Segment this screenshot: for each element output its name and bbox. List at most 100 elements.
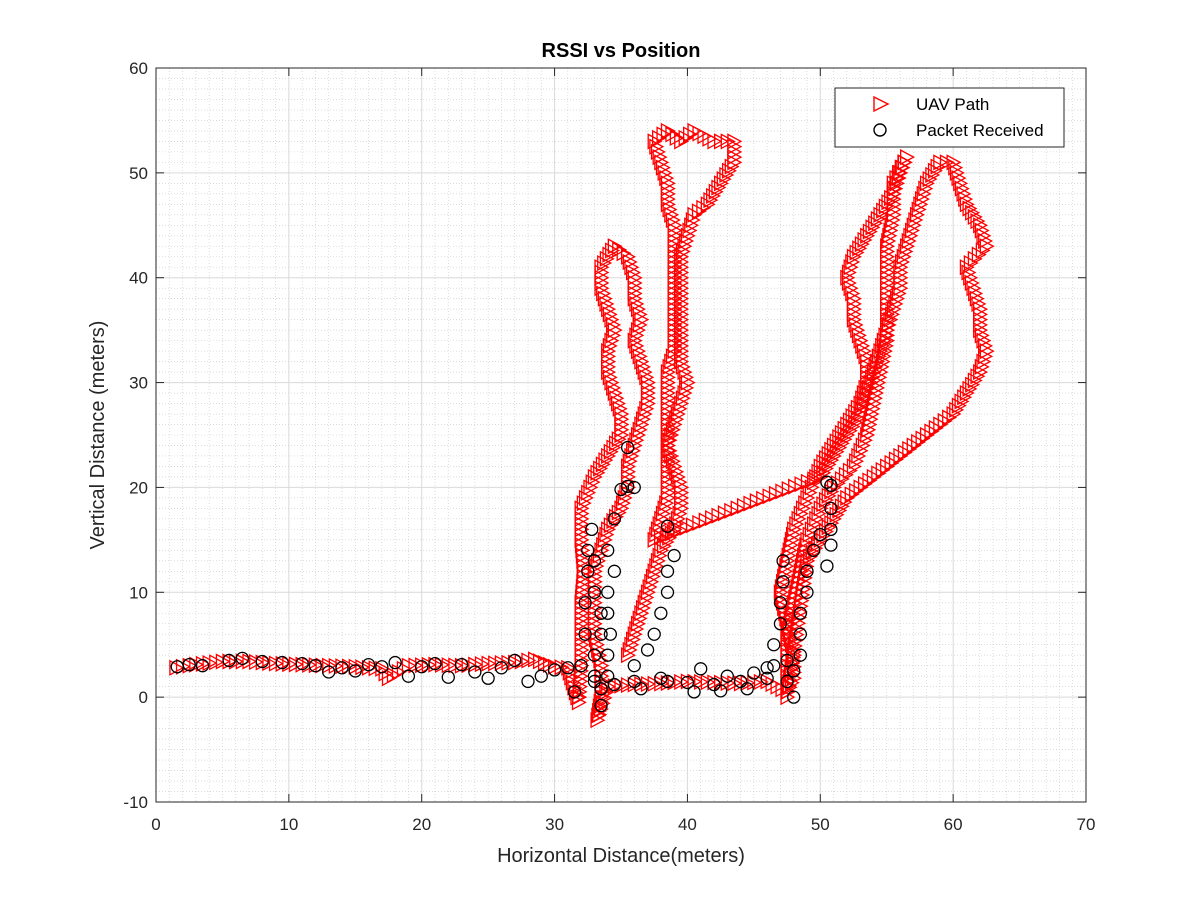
uav-path-marker [966, 280, 982, 297]
packet-received-marker [295, 656, 309, 671]
uav-path-marker [974, 222, 990, 239]
uav-path-marker [953, 175, 969, 192]
uav-path-marker [601, 521, 617, 538]
uav-path-marker [630, 301, 646, 318]
packet-received-marker [713, 684, 728, 698]
uav-path-marker [675, 358, 691, 375]
uav-path-marker [644, 573, 660, 590]
uav-path-marker [664, 353, 680, 370]
uav-path-marker [858, 348, 874, 365]
uav-path-marker [673, 522, 689, 539]
uav-path-marker [650, 143, 666, 160]
uav-path-marker [845, 285, 861, 302]
uav-path-marker [925, 166, 941, 184]
uav-path-marker [684, 217, 700, 234]
uav-path-marker [596, 285, 612, 302]
uav-path-marker [873, 363, 889, 381]
uav-path-marker [743, 495, 759, 512]
uav-path-marker [855, 400, 871, 417]
uav-path-marker [665, 211, 681, 229]
uav-path-marker [587, 468, 603, 486]
uav-path-marker [792, 603, 808, 621]
uav-path-marker [794, 476, 810, 493]
uav-path-marker [602, 337, 618, 354]
uav-path-marker [727, 154, 743, 171]
uav-path-marker [736, 497, 753, 515]
uav-path-marker [798, 495, 814, 512]
uav-path-marker [562, 664, 578, 681]
uav-path-marker [672, 474, 688, 491]
uav-path-marker [599, 250, 615, 267]
uav-path-marker [606, 439, 622, 456]
uav-path-marker [775, 594, 792, 611]
packet-received-marker [594, 627, 608, 641]
packet-received-marker [776, 575, 790, 589]
uav-path-marker [768, 485, 784, 502]
uav-path-marker [793, 505, 809, 522]
uav-path-marker [639, 400, 655, 417]
uav-path-marker [872, 369, 888, 386]
uav-path-marker [904, 222, 920, 239]
uav-path-marker [978, 337, 994, 354]
x-axis-label: Horizontal Distance(meters) [497, 845, 745, 867]
packet-received-marker [607, 512, 622, 526]
uav-path-marker [629, 432, 645, 449]
uav-path-marker [797, 569, 813, 586]
x-tick-labels: 0 10 20 30 40 50 60 70 [151, 815, 1095, 834]
packet-received-marker [481, 671, 495, 685]
x-tick-label: 60 [944, 815, 963, 834]
uav-path-marker [682, 126, 699, 143]
uav-path-marker [855, 337, 871, 354]
packet-received-marker [694, 662, 708, 676]
packet-received-marker [401, 669, 416, 683]
uav-path-marker [846, 248, 862, 265]
packet-received-marker [800, 585, 814, 599]
uav-path-marker [595, 456, 611, 473]
uav-path-marker [967, 250, 983, 267]
uav-path-marker [865, 400, 881, 417]
uav-path-marker [679, 232, 695, 250]
packet-received-marker [767, 638, 781, 652]
uav-path-marker [593, 460, 609, 477]
packet-received-marker [561, 661, 575, 675]
uav-path-marker [788, 478, 804, 495]
uav-path-marker [590, 464, 606, 481]
uav-path-marker [647, 133, 663, 150]
packet-received-marker [776, 554, 790, 568]
uav-path-marker [604, 374, 620, 391]
uav-path-marker [919, 175, 935, 192]
uav-path-marker [789, 516, 805, 533]
uav-path-marker [660, 175, 676, 192]
uav-path-marker [865, 369, 881, 386]
uav-path-marker [639, 369, 655, 386]
uav-path-marker [850, 322, 866, 339]
packet-received-marker [820, 559, 834, 573]
packet-received-marker [654, 671, 668, 685]
uav-path-marker [669, 129, 685, 146]
uav-path-marker [848, 316, 864, 333]
uav-path-marker [911, 433, 927, 451]
uav-path-marker [798, 542, 814, 559]
uav-path-marker [868, 358, 884, 375]
uav-path-marker [824, 441, 840, 458]
uav-path-marker [599, 526, 615, 543]
uav-path-marker [979, 238, 995, 255]
uav-path-marker [840, 426, 856, 444]
uav-path-marker [949, 401, 965, 418]
uav-path-marker [863, 374, 879, 391]
uav-path-marker [652, 149, 668, 166]
uav-path-marker [705, 509, 721, 527]
packet-received-marker [235, 651, 250, 665]
uav-path-marker [881, 316, 897, 333]
uav-path-marker [622, 453, 638, 470]
uav-path-marker [721, 162, 737, 179]
uav-path-marker [632, 316, 648, 333]
uav-path-marker [793, 598, 809, 615]
uav-path-marker [906, 437, 922, 454]
x-tick-label: 30 [545, 815, 564, 834]
packet-received-marker [585, 522, 599, 537]
uav-path-marker [730, 500, 746, 517]
uav-path-marker [870, 210, 886, 228]
uav-path-marker [841, 274, 857, 292]
uav-path-marker [677, 363, 693, 381]
